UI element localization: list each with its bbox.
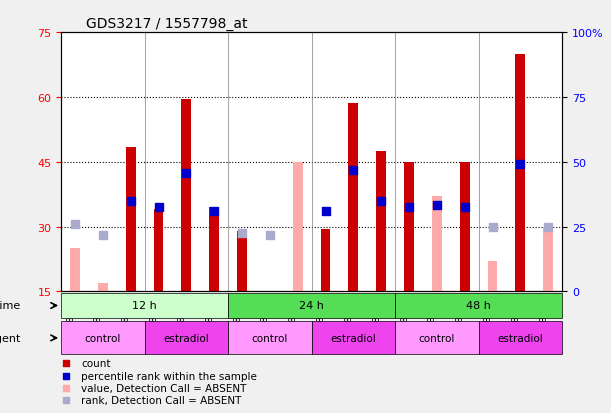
FancyBboxPatch shape — [61, 293, 228, 318]
Point — [353, 2, 362, 9]
Bar — [98, 283, 108, 292]
FancyBboxPatch shape — [61, 322, 145, 354]
Bar — [488, 261, 497, 292]
Point — [237, 230, 247, 237]
Text: estradiol: estradiol — [164, 333, 209, 343]
Point — [153, 204, 163, 211]
Text: GDS3217 / 1557798_at: GDS3217 / 1557798_at — [86, 17, 247, 31]
Bar — [404, 162, 414, 292]
Point — [265, 232, 275, 239]
FancyBboxPatch shape — [145, 322, 228, 354]
Bar — [153, 210, 163, 292]
Bar — [70, 249, 80, 292]
FancyBboxPatch shape — [312, 322, 395, 354]
Text: 12 h: 12 h — [132, 301, 157, 311]
Bar — [432, 197, 442, 292]
Text: percentile rank within the sample: percentile rank within the sample — [81, 370, 257, 381]
Text: 48 h: 48 h — [466, 301, 491, 311]
Point — [460, 204, 470, 211]
Point — [353, 333, 362, 340]
Text: control: control — [419, 333, 455, 343]
Text: value, Detection Call = ABSENT: value, Detection Call = ABSENT — [81, 383, 246, 393]
Point — [376, 198, 386, 204]
Point — [181, 170, 191, 176]
Point — [348, 168, 358, 174]
Text: rank, Detection Call = ABSENT: rank, Detection Call = ABSENT — [81, 395, 241, 405]
FancyBboxPatch shape — [395, 293, 562, 318]
Point — [432, 202, 442, 209]
Point — [126, 198, 136, 204]
Point — [98, 232, 108, 239]
Bar — [460, 162, 470, 292]
Text: agent: agent — [0, 333, 21, 343]
Point — [488, 224, 497, 230]
Bar — [516, 55, 525, 292]
Point — [210, 209, 219, 215]
Point — [404, 204, 414, 211]
Text: control: control — [85, 333, 121, 343]
Point — [70, 221, 80, 228]
FancyBboxPatch shape — [228, 322, 312, 354]
FancyBboxPatch shape — [228, 293, 395, 318]
Bar — [376, 152, 386, 292]
Text: estradiol: estradiol — [331, 333, 376, 343]
Text: 24 h: 24 h — [299, 301, 324, 311]
Bar — [321, 229, 331, 292]
Bar — [293, 162, 302, 292]
Bar — [210, 208, 219, 292]
Text: control: control — [252, 333, 288, 343]
Bar — [126, 147, 136, 292]
Text: estradiol: estradiol — [497, 333, 543, 343]
Bar — [181, 100, 191, 292]
Text: count: count — [81, 358, 111, 368]
Point — [543, 224, 553, 230]
Bar — [237, 231, 247, 292]
Point — [321, 209, 331, 215]
Bar — [348, 104, 358, 292]
Point — [516, 161, 525, 168]
Bar — [543, 227, 553, 292]
FancyBboxPatch shape — [395, 322, 478, 354]
Text: time: time — [0, 301, 21, 311]
Point — [353, 223, 362, 230]
Point — [353, 113, 362, 119]
FancyBboxPatch shape — [478, 322, 562, 354]
